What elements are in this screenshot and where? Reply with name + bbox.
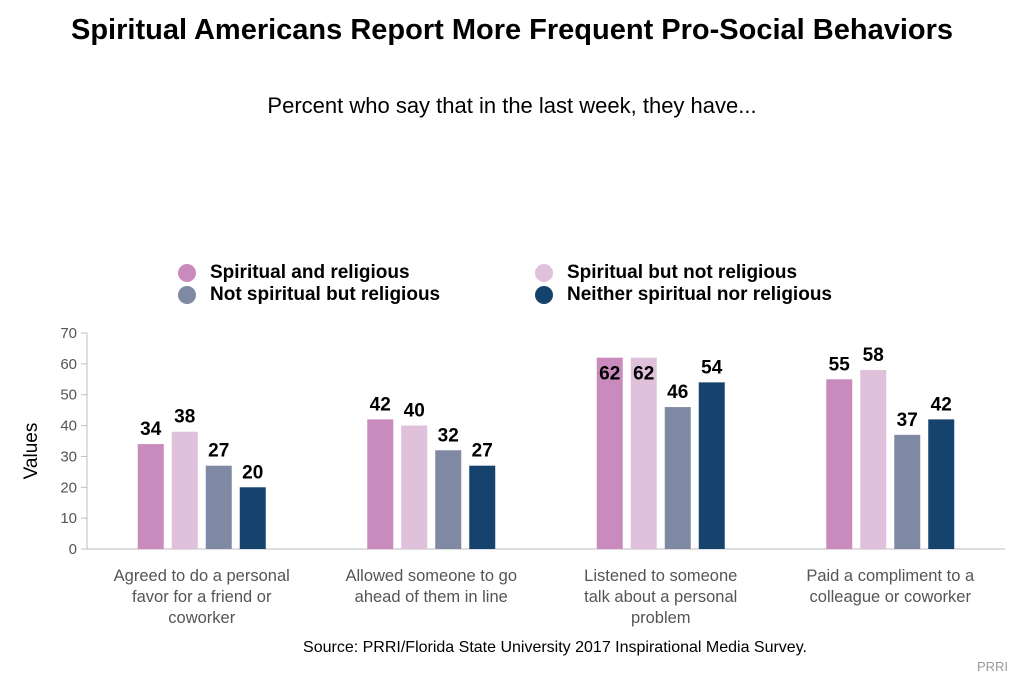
y-tick-label: 50 [60,387,77,404]
y-tick-label: 70 [60,325,77,342]
category-label: colleague or coworker [810,588,972,606]
category-label: favor for a friend or [132,588,272,606]
y-tick-label: 10 [60,510,77,527]
data-label: 20 [242,462,263,483]
data-label: 62 [599,364,620,385]
category-label: Paid a compliment to a [806,567,975,585]
y-tick-label: 30 [60,448,77,465]
y-tick-label: 0 [69,541,77,558]
bar [137,444,164,549]
data-label: 27 [472,441,493,462]
bar [894,434,921,549]
category-label: Allowed someone to go [345,567,517,585]
data-label: 42 [931,394,952,415]
y-tick-label: 60 [60,356,77,373]
legend-swatch [178,286,196,304]
bar [239,487,266,549]
legend-item-not-spiritual-but-religious: Not spiritual but religious [178,284,440,306]
chart-subtitle: Percent who say that in the last week, t… [267,93,757,118]
bar [401,425,428,549]
data-label: 62 [633,364,654,385]
legend-label: Spiritual but not religious [567,262,798,283]
bar [698,382,725,549]
data-label: 38 [174,407,195,428]
brand-logo-text: PRRI [976,659,1008,674]
category-label: Listened to someone [584,567,737,585]
bar [630,357,657,549]
bar [596,357,623,549]
source-note: Source: PRRI/Florida State University 20… [303,639,807,656]
data-label: 46 [667,382,688,403]
legend-item-neither-spiritual-nor-religious: Neither spiritual nor religious [535,284,832,306]
legend-label: Spiritual and religious [210,262,410,283]
bar [205,465,232,549]
data-label: 55 [829,354,851,375]
legend-item-spiritual-and-religious: Spiritual and religious [178,262,410,284]
category-label: ahead of them in line [355,588,508,606]
bar [469,465,496,549]
data-label: 27 [208,441,229,462]
data-label: 32 [438,425,459,446]
legend-swatch [535,286,553,304]
legend-swatch [178,264,196,282]
bar [928,419,955,549]
y-tick-label: 40 [60,418,77,435]
legend-label: Neither spiritual nor religious [567,284,832,305]
data-label: 34 [140,419,162,440]
data-label: 54 [701,357,723,378]
bar [826,379,853,549]
category-label: problem [631,609,691,627]
bar [664,407,691,549]
bar [435,450,462,549]
data-label: 40 [404,401,425,422]
category-label: talk about a personal [584,588,737,606]
data-label: 58 [863,345,884,366]
y-tick-label: 20 [60,479,77,496]
data-label: 42 [370,394,391,415]
legend-item-spiritual-but-not-religious: Spiritual but not religious [535,262,797,284]
bar [860,370,887,549]
chart-title: Spiritual Americans Report More Frequent… [70,14,954,46]
bar [171,431,198,549]
legend-swatch [535,264,553,282]
bar [367,419,394,549]
data-label: 37 [897,410,918,431]
legend-label: Not spiritual but religious [210,284,441,305]
category-label: coworker [168,609,235,627]
category-label: Agreed to do a personal [114,567,290,585]
